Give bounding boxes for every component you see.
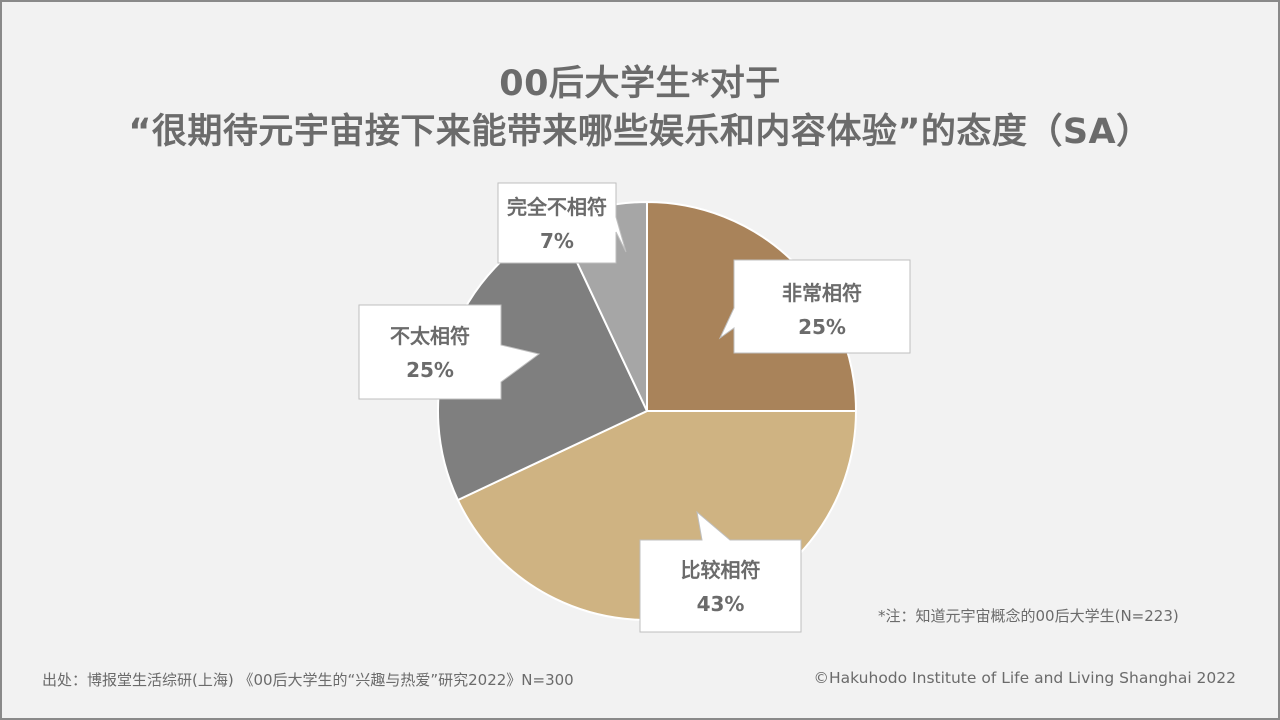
chart-title-line2: “很期待元宇宙接下来能带来哪些娱乐和内容体验”的态度（SA） (128, 112, 1152, 152)
callout-very-consistent: 非常相符 25% (734, 276, 910, 344)
source-footer: 出处：博报堂生活综研(上海) 《00后大学生的“兴趣与热爱”研究2022》N=3… (42, 671, 574, 689)
slice-label-not-consistent-at-all: 完全不相符 (507, 195, 607, 219)
callout-box-not-very-consistent (358, 304, 541, 400)
callout-box-fairly-consistent (639, 510, 802, 633)
slice-value-very-consistent: 25% (798, 315, 846, 339)
chart-title: 00后大学生*对于 “很期待元宇宙接下来能带来哪些娱乐和内容体验”的态度（SA） (2, 60, 1278, 156)
slice-value-not-very-consistent: 25% (406, 358, 454, 382)
sample-note: *注：知道元宇宙概念的00后大学生(N=223) (878, 607, 1179, 625)
slice-label-not-very-consistent: 不太相符 (390, 324, 470, 348)
callout-fairly-consistent: 比较相符 43% (640, 553, 801, 621)
slice-value-fairly-consistent: 43% (696, 592, 745, 616)
callout-not-very-consistent: 不太相符 25% (359, 319, 501, 387)
callout-box-very-consistent (718, 259, 911, 354)
callout-box-not-consistent-at-all (497, 182, 627, 264)
slice-value-not-consistent-at-all: 7% (540, 229, 574, 253)
slice-label-fairly-consistent: 比较相符 (680, 558, 761, 582)
slice-label-very-consistent: 非常相符 (782, 281, 862, 305)
callout-not-consistent-at-all: 完全不相符 7% (498, 190, 616, 258)
chart-title-line1: 00后大学生*对于 (499, 64, 781, 104)
copyright-footer: ©Hakuhodo Institute of Life and Living S… (813, 669, 1236, 687)
